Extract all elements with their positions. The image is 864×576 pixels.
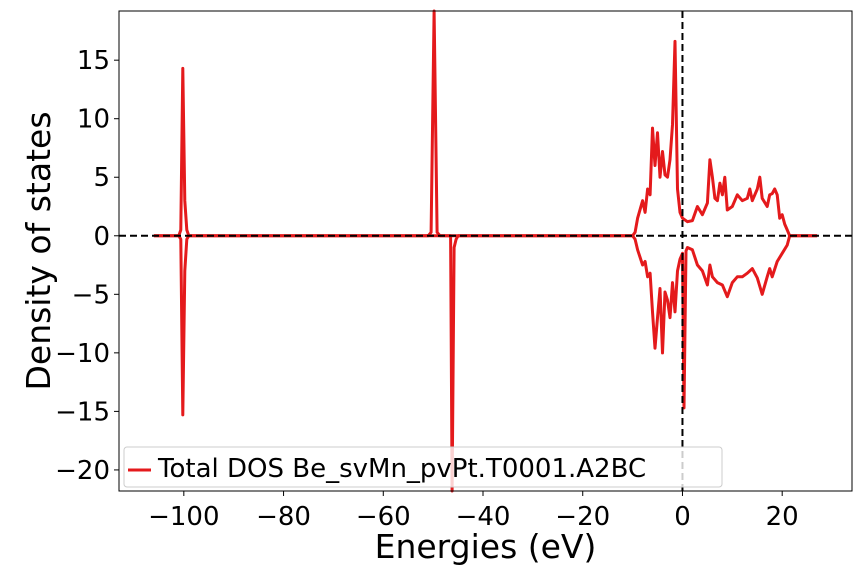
plot-frame <box>118 10 853 492</box>
legend-label: Total DOS Be_svMn_pvPt.T0001.A2BC <box>157 454 646 484</box>
y-tick-label: 5 <box>93 163 110 193</box>
y-tick-label: 10 <box>77 105 110 135</box>
y-tick-label: −10 <box>55 339 110 369</box>
y-tick-label: 15 <box>77 46 110 76</box>
y-tick-label: −15 <box>55 397 110 427</box>
legend-box <box>123 446 723 488</box>
x-tick-label: −60 <box>356 502 411 532</box>
reference-lines <box>119 11 852 491</box>
y-tick-label: 0 <box>93 222 110 252</box>
series-layer <box>153 9 818 493</box>
x-tick-label: 20 <box>766 502 799 532</box>
x-tick-label: −80 <box>256 502 311 532</box>
x-tick-label: −40 <box>456 502 511 532</box>
x-tick-label: −100 <box>148 502 219 532</box>
x-tick-label: 0 <box>674 502 691 532</box>
plot-background <box>119 11 852 491</box>
x-axis-title: Energies (eV) <box>375 527 597 566</box>
legend: Total DOS Be_svMn_pvPt.T0001.A2BC <box>123 446 723 488</box>
y-axis-ticks: −20 −15 −10 −5 0 5 10 15 <box>55 46 119 486</box>
x-tick-label: −20 <box>555 502 610 532</box>
y-axis-title: Density of states <box>19 111 58 390</box>
x-axis-ticks: −100 −80 −60 −40 −20 0 20 <box>148 491 799 532</box>
y-tick-label: −5 <box>72 280 110 310</box>
y-tick-label: −20 <box>55 456 110 486</box>
series-line-down <box>153 234 818 493</box>
